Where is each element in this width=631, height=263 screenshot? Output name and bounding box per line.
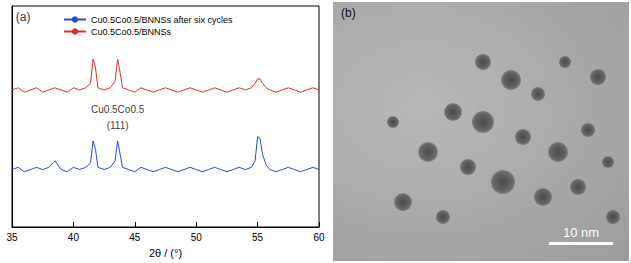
svg-text:35: 35 (6, 232, 18, 243)
svg-text:Cu0.5Co0.5/BNNSs after six cyc: Cu0.5Co0.5/BNNSs after six cycles (91, 15, 233, 25)
svg-text:55: 55 (252, 232, 264, 243)
svg-text:45: 45 (129, 232, 141, 243)
html-text:10 nm: 10 nm (562, 225, 600, 240)
svg-text:(a): (a) (16, 10, 31, 24)
html-text:(b): (b) (341, 6, 356, 20)
svg-text:40: 40 (68, 232, 80, 243)
svg-text:(111): (111) (107, 120, 129, 131)
svg-text:60: 60 (313, 232, 325, 243)
svg-text:Cu0.5Co0.5: Cu0.5Co0.5 (91, 104, 145, 115)
svg-text:50: 50 (191, 232, 203, 243)
svg-text:2θ / (°): 2θ / (°) (149, 247, 182, 259)
svg-text:Cu0.5Co0.5/BNNSs: Cu0.5Co0.5/BNNSs (91, 27, 172, 37)
